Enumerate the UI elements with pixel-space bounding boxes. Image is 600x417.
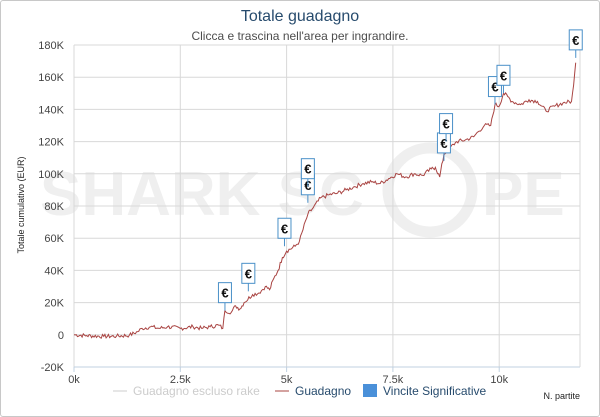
significant-win-flag: € [300,158,315,187]
flag-label: € [304,162,311,177]
legend-label: Guadagno [295,384,351,398]
y-tick-label: 60K [44,233,64,245]
legend-swatch [363,384,377,397]
grid [73,44,581,368]
significant-win-flag: € [496,64,511,94]
legend-item: Vincite Significative [363,384,486,398]
flag-box [496,64,511,86]
x-tick-label: 7.5k [383,374,404,386]
flag-label: € [491,80,498,95]
watermark-left: SHARK SC [40,160,364,229]
significant-win-flag: € [217,282,232,311]
x-axis-label: N. partite [543,391,580,401]
x-axis-ticks: 0k 2.5k 5k 7.5k 10k [68,367,509,386]
series-layer [73,62,577,339]
y-axis-ticks: -20K 0 20K 40K 60K 80K 100K 120K 140K 160K 180K [38,40,64,374]
legend: Guadagno escluso rake Guadagno Vincite Sig… [113,384,486,398]
legend-label: Vincite Significative [383,384,486,398]
legend-item: Guadagno escluso rake [113,384,260,398]
y-tick-label: -20K [41,362,65,374]
y-tick-label: 120K [38,137,64,149]
legend-item: Guadagno [275,384,351,398]
flag-label: € [245,266,252,281]
y-tick-label: 20K [44,298,64,310]
y-tick-label: 140K [38,104,64,116]
significant-win-flag: € [436,132,451,161]
watermark-scope-ring [382,142,478,238]
y-tick-label: 40K [44,265,64,277]
flag-label: € [500,68,507,83]
flag-box [300,158,315,180]
flag-label: € [442,117,449,132]
y-tick-label: 0 [58,330,64,342]
flag-label: € [281,221,288,236]
flag-box [439,113,454,135]
flag-box [241,262,256,284]
significant-win-flag: € [277,217,292,247]
chart-title: Totale guadagno [240,8,360,25]
series-line-guadagno [73,62,577,339]
x-tick-label: 2.5k [170,374,191,386]
significant-win-flag: € [439,113,454,142]
y-tick-label: 100K [38,169,64,181]
flag-box [277,217,292,239]
legend-label: Guadagno escluso rake [133,384,260,398]
flag-label: € [440,136,447,151]
y-tick-label: 80K [44,201,64,213]
x-tick-label: 5k [281,374,293,386]
x-tick-label: 10k [490,374,508,386]
significant-win-flag: € [241,262,256,292]
chart-subtitle: Clicca e trascina nell'area per ingrandi… [191,29,409,43]
y-axis-label: Totale cumulativo (EUR) [16,156,26,253]
y-tick-label: 180K [38,40,64,52]
flag-label: € [572,33,579,48]
flag-box [217,282,232,304]
flags-layer: €€€€€€€€€€ [217,29,583,311]
significant-win-flag: € [568,29,583,58]
x-tick-label: 0k [68,374,80,386]
watermark-right: PE [482,160,565,229]
flag-box [568,29,583,51]
flag-label: € [221,286,228,301]
y-tick-label: 160K [38,72,64,84]
